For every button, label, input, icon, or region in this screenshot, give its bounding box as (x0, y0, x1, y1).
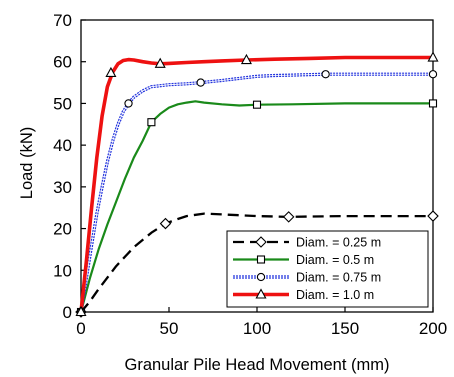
legend-marker-circle (256, 272, 266, 282)
y-tick-label: 0 (63, 303, 72, 322)
series-line-square (79, 100, 433, 313)
series-point-diamond (159, 217, 172, 230)
y-axis-label: Load (kN) (18, 127, 36, 199)
x-tick-label: 200 (419, 319, 447, 338)
series-point-diamond (427, 210, 439, 222)
legend-label: Diam. = 0.5 m (296, 253, 374, 267)
y-tick-label: 10 (53, 261, 72, 280)
series-point-circle (321, 70, 330, 79)
y-tick-label: 50 (53, 94, 72, 113)
x-tick-label: 100 (243, 319, 271, 338)
series-point-triangle (105, 66, 117, 78)
y-tick-label: 30 (53, 178, 72, 197)
legend-label: Diam. = 1.0 m (296, 288, 374, 302)
series-point-triangle (427, 51, 439, 62)
legend-label: Diam. = 0.75 m (296, 271, 381, 285)
series-line-triangle (79, 55, 433, 313)
x-tick-label: 50 (160, 319, 179, 338)
x-tick-label: 150 (331, 319, 359, 338)
y-tick-label: 40 (53, 136, 72, 155)
series-point-circle (124, 99, 133, 108)
legend-marker-triangle (255, 288, 267, 299)
series-point-triangle (154, 57, 166, 68)
x-axis-label: Granular Pile Head Movement (mm) (125, 356, 390, 374)
y-tick-label: 20 (53, 220, 72, 239)
series-point-triangle (240, 53, 252, 65)
legend-marker-square (256, 255, 266, 264)
x-tick-label: 0 (76, 319, 85, 338)
series-layer (75, 51, 439, 318)
axes: 0 50 100 150 200 0 10 20 30 40 50 60 70 (53, 11, 447, 338)
series-point-circle (196, 78, 205, 87)
series-line-inner (80, 73, 433, 313)
series-line-diamond (80, 212, 433, 313)
y-tick-label: 70 (53, 11, 72, 30)
series-point-circle (428, 70, 438, 79)
series-point-square (428, 99, 438, 108)
legend-marker-diamond (255, 236, 267, 248)
series-point-square (252, 100, 262, 109)
series-point-triangle (75, 305, 87, 317)
series-point-square (147, 118, 156, 127)
legend-label: Diam. = 0.25 m (296, 236, 381, 250)
y-tick-label: 60 (53, 53, 72, 72)
series-point-diamond (282, 211, 295, 223)
legend: Diam. = 0.25 m Diam. = 0.5 m Diam. = 0.75 … (226, 230, 429, 308)
